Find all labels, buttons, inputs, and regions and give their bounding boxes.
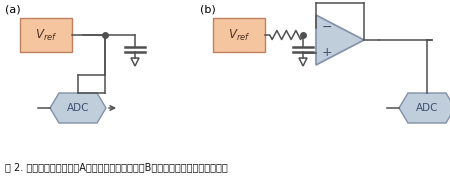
Polygon shape [399, 93, 450, 123]
Text: $V_{ref}$: $V_{ref}$ [35, 27, 57, 43]
Polygon shape [131, 58, 139, 66]
Text: (a): (a) [5, 5, 21, 15]
Text: +: + [322, 46, 333, 59]
Text: −: − [322, 21, 333, 34]
FancyBboxPatch shape [20, 18, 72, 52]
Text: ADC: ADC [416, 103, 438, 113]
Text: ADC: ADC [67, 103, 89, 113]
FancyBboxPatch shape [213, 18, 265, 52]
Text: $V_{ref}$: $V_{ref}$ [228, 27, 250, 43]
Polygon shape [316, 15, 364, 65]
Polygon shape [50, 93, 106, 123]
Text: (b): (b) [200, 5, 216, 15]
Polygon shape [299, 58, 307, 66]
Text: 图 2. 电压基准通常需要（A）一只旁路电容，或（B）一只带缓冲放大器的电容。: 图 2. 电压基准通常需要（A）一只旁路电容，或（B）一只带缓冲放大器的电容。 [5, 162, 228, 172]
